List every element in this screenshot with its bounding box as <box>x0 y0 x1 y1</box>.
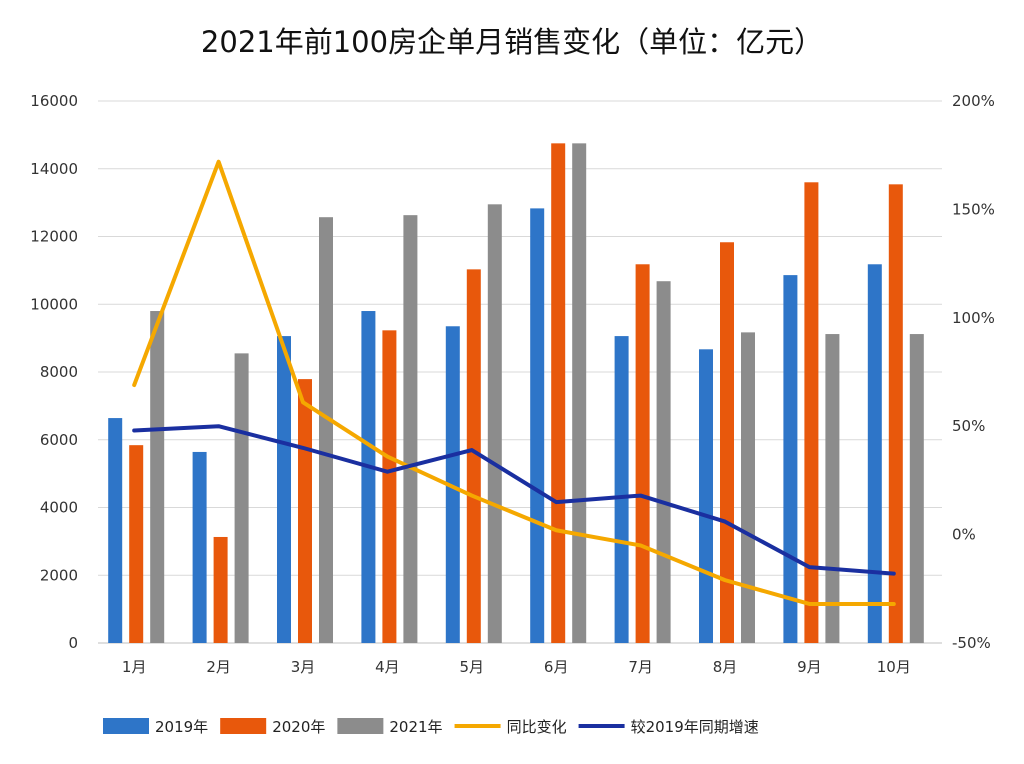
bar-2021年 <box>150 311 165 643</box>
bar-2021年 <box>487 204 502 643</box>
bar-2020年 <box>804 182 819 644</box>
bar-2019年 <box>277 336 291 643</box>
y2-tick-label: 50% <box>952 417 985 435</box>
y-tick-label: 12000 <box>30 228 78 246</box>
bar-2020年 <box>298 379 312 643</box>
bar-2020年 <box>129 445 144 643</box>
bar-2020年 <box>888 184 903 643</box>
legend-label: 2019年 <box>155 718 208 736</box>
chart-title: 2021年前100房企单月销售变化（单位：亿元） <box>201 25 823 59</box>
legend-label: 较2019年同期增速 <box>631 718 759 736</box>
legend-swatch <box>103 718 149 734</box>
y-tick-label: 8000 <box>40 363 78 381</box>
legend-label: 同比变化 <box>507 718 567 736</box>
bar-2019年 <box>192 451 207 643</box>
y-tick-label: 6000 <box>40 431 78 449</box>
bar-2019年 <box>783 275 798 643</box>
bar-2020年 <box>720 242 734 644</box>
bar-2019年 <box>867 264 882 643</box>
line-同比变化 <box>132 159 896 606</box>
bar-2021年 <box>319 217 333 643</box>
bar-2019年 <box>614 336 629 643</box>
y-tick-label: 4000 <box>40 499 78 517</box>
bar-2021年 <box>572 143 587 643</box>
legend-label: 2020年 <box>272 718 325 736</box>
y2-tick-label: 100% <box>952 309 995 327</box>
x-tick-label: 10月 <box>877 658 911 676</box>
y2-tick-label: 0% <box>952 526 976 544</box>
legend-swatch <box>220 718 267 734</box>
bar-2019年 <box>361 311 376 643</box>
legend-swatch <box>337 718 384 734</box>
x-tick-label: 3月 <box>291 658 316 676</box>
x-tick-label: 7月 <box>628 658 653 676</box>
y-tick-label: 0 <box>68 634 78 652</box>
bar-2020年 <box>466 269 481 643</box>
bar-2020年 <box>635 264 650 643</box>
bar-2020年 <box>551 143 566 643</box>
y-tick-label: 16000 <box>30 92 78 110</box>
bar-2021年 <box>403 215 418 643</box>
y-tick-label: 14000 <box>30 160 78 178</box>
y2-tick-label: 200% <box>952 92 995 110</box>
bar-2019年 <box>699 349 713 643</box>
bar-2020年 <box>382 330 397 643</box>
bar-2021年 <box>656 281 671 643</box>
x-tick-label: 6月 <box>544 658 569 676</box>
y2-tick-label: -50% <box>952 634 991 652</box>
bar-2019年 <box>108 418 123 643</box>
bar-2021年 <box>234 353 249 643</box>
bar-2019年 <box>530 208 545 644</box>
x-tick-label: 4月 <box>375 658 400 676</box>
y2-tick-label: 150% <box>952 200 995 218</box>
x-tick-label: 2月 <box>206 658 231 676</box>
bar-2020年 <box>213 536 228 643</box>
bar-2021年 <box>909 334 924 643</box>
x-tick-label: 9月 <box>797 658 822 676</box>
bar-2021年 <box>741 332 755 643</box>
line-较2019年同期增速 <box>132 424 896 576</box>
x-tick-label: 5月 <box>460 658 485 676</box>
x-tick-label: 1月 <box>122 658 147 676</box>
x-tick-label: 8月 <box>713 658 738 676</box>
bar-2021年 <box>825 334 840 643</box>
y-tick-label: 2000 <box>40 566 78 584</box>
y-tick-label: 10000 <box>30 295 78 313</box>
legend-label: 2021年 <box>389 718 442 736</box>
